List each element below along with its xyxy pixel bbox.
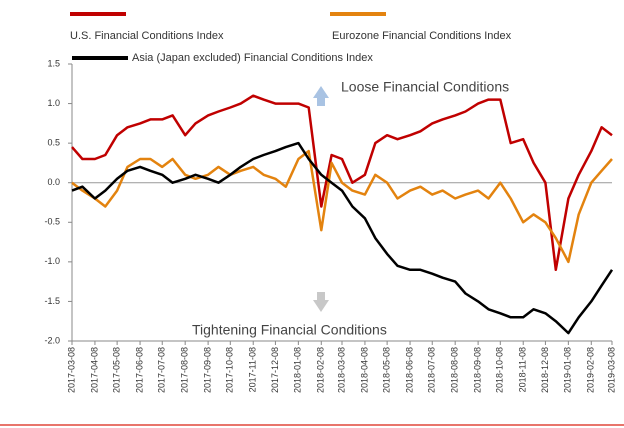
x-tick-label: 2017-07-08	[157, 347, 167, 393]
x-tick-label: 2018-04-08	[359, 347, 369, 393]
series-line	[71, 149, 613, 264]
x-tick-label: 2017-09-08	[202, 347, 212, 393]
x-tick-label: 2017-06-08	[134, 347, 144, 393]
x-tick-label: 2018-05-08	[381, 347, 391, 393]
x-tick-label: 2017-12-08	[270, 347, 280, 393]
y-tick-label: 0.5	[47, 138, 60, 148]
up-arrow	[313, 86, 329, 106]
x-tick-label: 2018-11-08	[518, 347, 528, 392]
y-tick-label: 1.5	[47, 58, 60, 68]
down-arrow	[313, 292, 329, 312]
x-tick-label: 2018-12-08	[540, 347, 550, 393]
x-tick-label: 2019-03-08	[606, 347, 616, 393]
x-tick-label: 2018-03-08	[336, 347, 346, 393]
x-tick-label: 2018-08-08	[450, 347, 460, 393]
y-tick-label: 0.0	[47, 177, 60, 187]
y-tick-label: -2.0	[44, 335, 60, 345]
x-tick-label: 2018-09-08	[472, 347, 482, 393]
x-tick-label: 2018-06-08	[404, 347, 414, 393]
x-tick-label: 2018-07-08	[427, 347, 437, 393]
series-line	[71, 141, 614, 335]
legend-label: Eurozone Financial Conditions Index	[332, 30, 512, 42]
legend-label: Asia (Japan excluded) Financial Conditio…	[132, 52, 373, 64]
x-tick-label: 2017-05-08	[111, 347, 121, 393]
x-tick-label: 2017-11-08	[248, 347, 258, 392]
annotation: Loose Financial Conditions	[341, 79, 509, 95]
annotation: Tightening Financial Conditions	[192, 322, 387, 338]
y-tick-label: -0.5	[44, 217, 60, 227]
y-tick-label: 1.0	[47, 98, 60, 108]
x-tick-label: 2018-01-08	[293, 347, 303, 393]
x-tick-label: 2019-02-08	[586, 347, 596, 393]
series-line	[71, 94, 613, 272]
x-tick-label: 2017-10-08	[225, 347, 235, 393]
x-tick-label: 2017-04-08	[89, 347, 99, 393]
x-tick-label: 2018-02-08	[316, 347, 326, 393]
y-tick-label: -1.0	[44, 256, 60, 266]
legend-label: U.S. Financial Conditions Index	[70, 30, 224, 42]
y-tick-label: -1.5	[44, 296, 60, 306]
x-tick-label: 2019-01-08	[563, 347, 573, 393]
x-tick-label: 2017-03-08	[66, 347, 76, 393]
x-tick-label: 2017-08-08	[180, 347, 190, 393]
x-tick-label: 2018-10-08	[495, 347, 505, 393]
